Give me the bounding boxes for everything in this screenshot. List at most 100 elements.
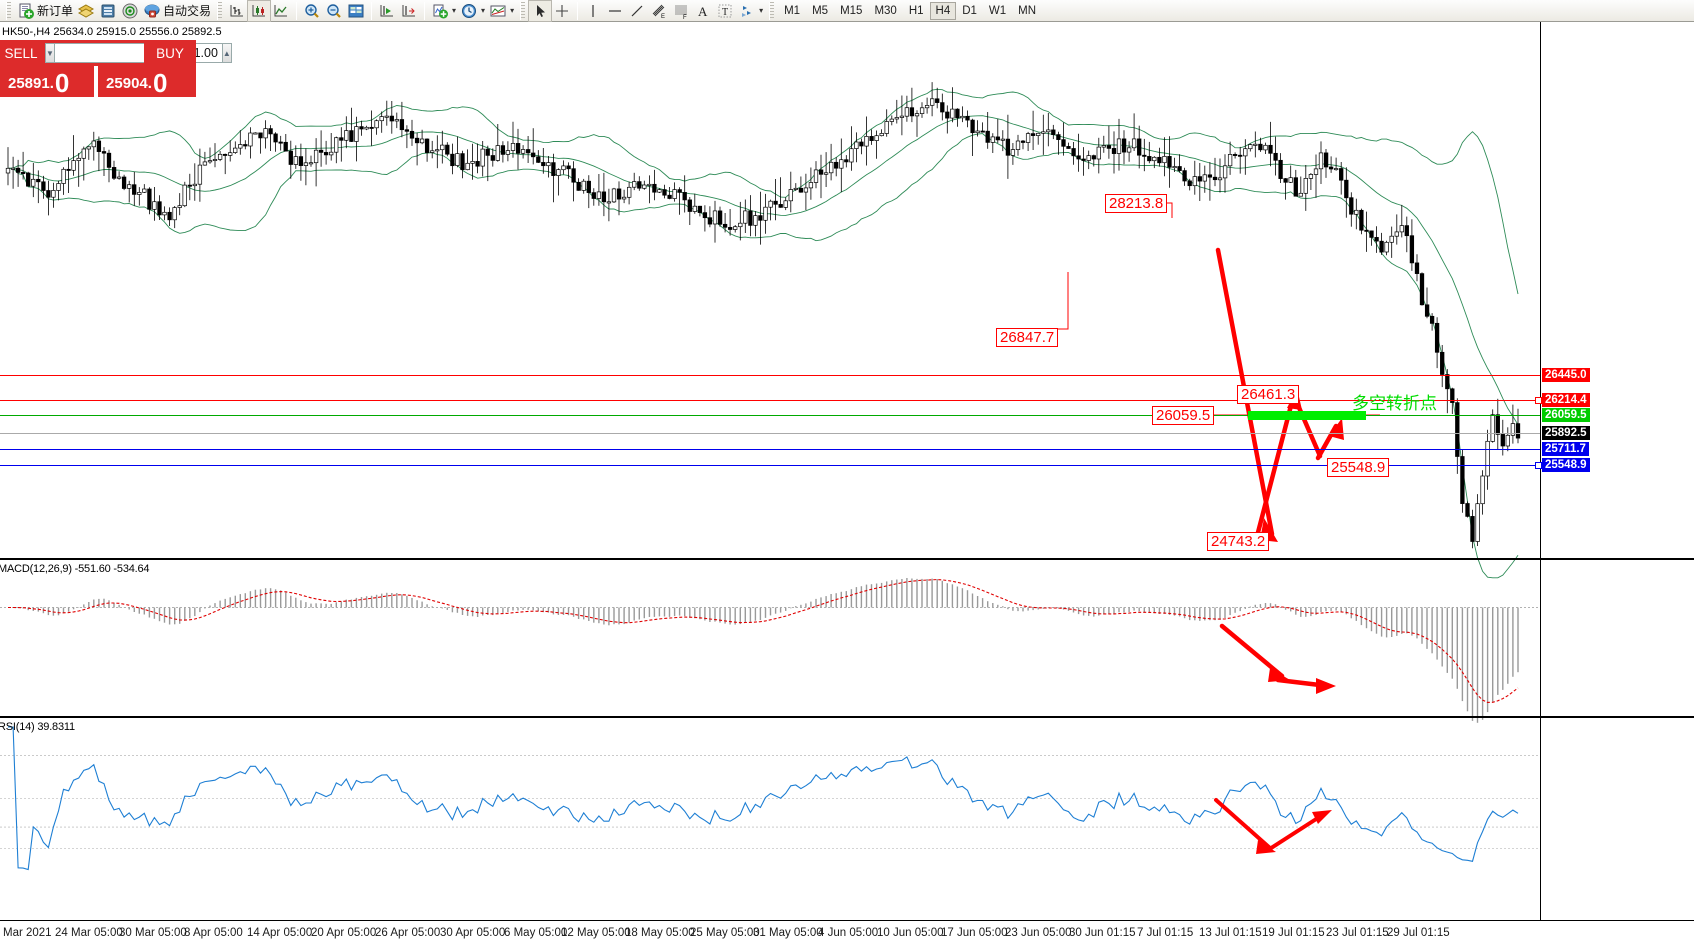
price-level-label[interactable]: 26214.4 [1542, 393, 1590, 407]
price-annotation-label[interactable]: 26847.7 [996, 328, 1059, 347]
price-level-label[interactable]: 26059.5 [1542, 408, 1590, 422]
toolbar-grip-3[interactable] [520, 1, 526, 20]
ask-price-main: 25904 [106, 75, 148, 92]
fibonacci-icon: F [672, 2, 690, 20]
shift-end-button[interactable] [398, 1, 420, 21]
time-tick: 30 Apr 05:00 [440, 927, 506, 939]
price-level-line[interactable] [0, 375, 1540, 376]
price-level-line[interactable] [0, 415, 1540, 416]
add-indicator-button[interactable]: ▾ [429, 1, 458, 21]
price-annotation-label[interactable]: 26461.3 [1237, 385, 1300, 404]
price-level-label[interactable]: 25892.5 [1542, 426, 1590, 440]
order-controls-row: SELL ▼ ▲ BUY [0, 40, 232, 66]
market-watch-button[interactable] [97, 1, 119, 21]
price-annotation-label[interactable]: 26059.5 [1152, 406, 1215, 425]
toolbar-separator-3 [424, 1, 426, 20]
templates-button[interactable]: ▾ [487, 1, 516, 21]
data-window-button[interactable] [345, 1, 367, 21]
candlestick-chart-button[interactable] [247, 0, 272, 22]
data-window-icon [347, 2, 365, 20]
price-level-line[interactable] [0, 465, 1540, 466]
timeframe-w1[interactable]: W1 [988, 4, 1007, 17]
bid-price-dot: . [49, 75, 54, 92]
chart-layers-button[interactable] [75, 1, 97, 21]
navigator-icon [121, 2, 139, 20]
bid-price[interactable]: 25891 . 0 [0, 66, 95, 97]
text-button[interactable]: T [714, 1, 736, 21]
price-annotation-label[interactable]: 24743.2 [1207, 532, 1270, 551]
new-order-button[interactable]: 新订单 [15, 1, 75, 21]
period-button[interactable]: ▾ [458, 1, 487, 21]
templates-caret-icon[interactable]: ▾ [510, 6, 515, 15]
time-tick: 10 Jun 05:00 [877, 927, 944, 939]
time-tick: 26 Apr 05:00 [375, 927, 441, 939]
shift-start-button[interactable] [376, 1, 398, 21]
price-level-handle[interactable] [1535, 397, 1542, 404]
shift-end-icon [400, 2, 418, 20]
toolbar-grip[interactable] [6, 1, 11, 20]
time-tick: 24 Mar 05:00 [55, 927, 123, 939]
time-tick: 23 Jun 05:00 [1005, 927, 1072, 939]
pane-separator-rsi [0, 716, 1694, 718]
zoom-out-button[interactable] [323, 1, 345, 21]
fibonacci-button[interactable]: F [670, 1, 692, 21]
ask-price-dot: . [147, 75, 152, 92]
timeframe-m30[interactable]: M30 [874, 4, 897, 17]
add-indicator-caret-icon[interactable]: ▾ [452, 6, 457, 15]
toolbar-grip-2[interactable] [217, 1, 223, 20]
price-level-line[interactable] [0, 449, 1540, 450]
price-level-line[interactable] [0, 400, 1540, 401]
toolbar-grip-4[interactable] [769, 1, 775, 20]
timeframe-h1[interactable]: H1 [908, 4, 924, 17]
timeframe-m15[interactable]: M15 [840, 4, 863, 17]
bar-chart-button[interactable] [226, 1, 248, 21]
ask-price[interactable]: 25904 . 0 [98, 66, 196, 97]
timeframe-h4[interactable]: H4 [929, 1, 957, 20]
equidistant-channel-button[interactable]: E [648, 1, 670, 21]
navigator-button[interactable] [119, 1, 141, 21]
price-level-line[interactable] [0, 433, 1540, 434]
toolbar-separator-1 [296, 1, 298, 20]
vertical-line-button[interactable] [582, 1, 604, 21]
volume-decrement-button[interactable]: ▼ [45, 43, 55, 63]
timeframe-m1[interactable]: M1 [784, 4, 801, 17]
price-level-label[interactable]: 25711.7 [1542, 442, 1589, 456]
timeframe-m5[interactable]: M5 [812, 4, 829, 17]
chart-area[interactable]: HK50-,H4 25634.0 25915.0 25556.0 25892.5… [0, 22, 1694, 943]
volume-input[interactable] [54, 43, 222, 63]
one-click-trading-panel[interactable]: SELL ▼ ▲ BUY 25891 . 0 25904 . 0 [0, 40, 232, 97]
time-tick: 30 Mar 05:00 [119, 927, 187, 939]
horizontal-line-button[interactable] [604, 1, 626, 21]
crosshair-button[interactable] [551, 1, 573, 21]
line-chart-button[interactable] [270, 1, 292, 21]
equidistant-channel-icon: E [650, 2, 668, 20]
price-level-label[interactable]: 25548.9 [1542, 458, 1590, 472]
price-level-handle[interactable] [1535, 462, 1542, 469]
timeframe-mn[interactable]: MN [1018, 4, 1037, 17]
zoom-in-button[interactable] [301, 1, 323, 21]
time-tick: 19 Jul 01:15 [1262, 927, 1325, 939]
rsi-pane-label: RSI(14) 39.8311 [0, 721, 75, 733]
crosshair-icon [553, 2, 571, 20]
price-level-label[interactable]: 26445.0 [1542, 368, 1590, 382]
volume-increment-button[interactable]: ▲ [221, 43, 232, 63]
timeframe-d1[interactable]: D1 [962, 4, 977, 17]
sell-button[interactable]: SELL [0, 40, 42, 66]
cursor-button[interactable] [528, 0, 553, 22]
main-toolbar: 新订单 [0, 0, 1694, 22]
buy-button[interactable]: BUY [144, 40, 196, 66]
objects-caret-icon[interactable]: ▾ [759, 6, 764, 15]
candlestick-chart-icon [250, 2, 268, 20]
bar-chart-icon [228, 2, 246, 20]
objects-button[interactable]: ▾ [736, 1, 765, 21]
price-annotation-label[interactable]: 25548.9 [1327, 458, 1390, 477]
price-axis[interactable]: 29598.029292.028986.028671.028365.028050… [1540, 22, 1694, 943]
period-caret-icon[interactable]: ▾ [481, 6, 486, 15]
time-axis[interactable]: Mar 2021 24 Mar 05:00 30 Mar 05:00 8 Apr 05… [0, 920, 1694, 943]
text-label-button[interactable]: A [692, 1, 714, 21]
trendline-button[interactable] [626, 1, 648, 21]
text-icon: T [716, 2, 734, 20]
auto-trading-button[interactable]: 自动交易 [141, 1, 213, 21]
price-annotation-label[interactable]: 28213.8 [1105, 194, 1168, 213]
